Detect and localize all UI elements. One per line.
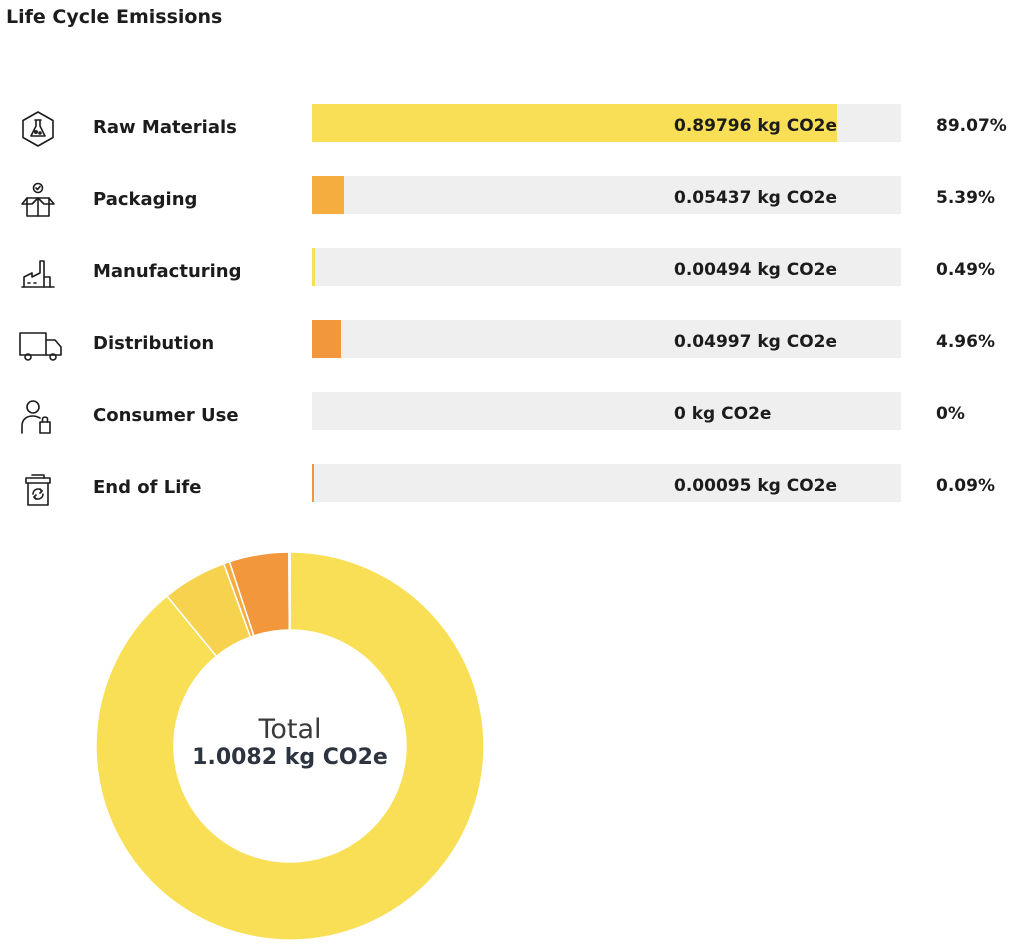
row-label: Manufacturing: [93, 261, 242, 282]
recycle-bin-icon: [18, 469, 58, 509]
donut-slice-end-of-life: [288, 552, 291, 631]
donut-chart: Total 1.0082 kg CO2e: [96, 552, 484, 940]
row-label: Packaging: [93, 189, 198, 210]
bar-track: [312, 104, 901, 142]
total-label: Total: [258, 714, 322, 745]
emission-row-packaging: Packaging 0.05437 kg CO2e 5.39%: [0, 175, 1024, 247]
row-label: Raw Materials: [93, 117, 237, 138]
emission-amount: 0.05437 kg CO2e: [674, 188, 838, 208]
factory-icon: [18, 253, 58, 293]
emission-percent: 89.07%: [936, 116, 1007, 136]
consumer-icon: [18, 397, 58, 437]
total-value: 1.0082 kg CO2e: [192, 745, 388, 770]
bar-track: [312, 320, 901, 358]
bar-track: [312, 176, 901, 214]
emission-amount: 0.04997 kg CO2e: [674, 332, 838, 352]
emission-row-consumer-use: Consumer Use 0 kg CO2e 0%: [0, 391, 1024, 463]
bar-track: [312, 392, 901, 430]
bar-fill-raw-materials: [312, 104, 837, 142]
row-label: End of Life: [93, 477, 202, 498]
emission-percent: 4.96%: [936, 332, 995, 352]
emission-percent: 0.09%: [936, 476, 995, 496]
flask-icon: [18, 109, 58, 149]
bar-fill-distribution: [312, 320, 342, 358]
row-label: Distribution: [93, 333, 215, 354]
truck-icon: [18, 325, 62, 365]
emission-row-raw-materials: Raw Materials 0.89796 kg CO2e 89.07%: [0, 103, 1024, 175]
emission-percent: 0%: [936, 404, 965, 424]
package-icon: [18, 181, 58, 221]
emission-row-end-of-life: End of Life 0.00095 kg CO2e 0.09%: [0, 463, 1024, 535]
emission-row-manufacturing: Manufacturing 0.00494 kg CO2e 0.49%: [0, 247, 1024, 319]
bar-track: [312, 464, 901, 502]
bar-fill-packaging: [312, 176, 344, 214]
emission-percent: 0.49%: [936, 260, 995, 280]
emission-amount: 0.89796 kg CO2e: [674, 116, 838, 136]
emission-amount: 0.00494 kg CO2e: [674, 260, 838, 280]
donut-svg: [96, 552, 484, 940]
bar-track: [312, 248, 901, 286]
row-label: Consumer Use: [93, 405, 239, 426]
page-title: Life Cycle Emissions: [6, 6, 223, 28]
emissions-list: Raw Materials 0.89796 kg CO2e 89.07% Pac…: [0, 103, 1024, 535]
emission-row-distribution: Distribution 0.04997 kg CO2e 4.96%: [0, 319, 1024, 391]
donut-slice-raw-materials: [96, 552, 484, 940]
emission-percent: 5.39%: [936, 188, 995, 208]
bar-fill-manufacturing: [312, 248, 315, 286]
bar-fill-end-of-life: [312, 464, 314, 502]
emission-amount: 0.00095 kg CO2e: [674, 476, 838, 496]
emission-amount: 0 kg CO2e: [674, 404, 772, 424]
